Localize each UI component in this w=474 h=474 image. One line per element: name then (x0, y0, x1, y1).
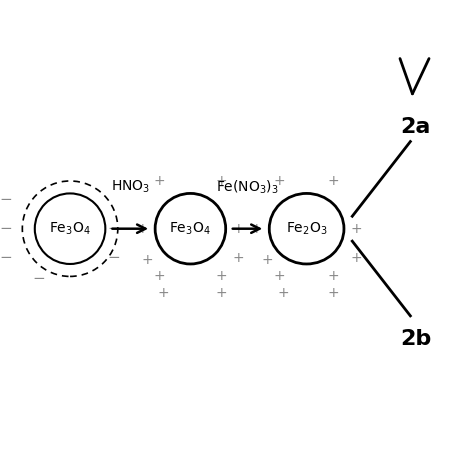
Text: +: + (351, 251, 362, 265)
Text: +: + (261, 253, 273, 267)
Text: +: + (251, 222, 263, 236)
Text: −: − (0, 221, 12, 236)
Text: Fe$_3$O$_4$: Fe$_3$O$_4$ (49, 220, 91, 237)
Ellipse shape (35, 193, 105, 264)
Text: +: + (232, 251, 244, 265)
Text: +: + (216, 269, 228, 283)
Text: HNO$_3$: HNO$_3$ (110, 179, 150, 195)
Text: +: + (154, 174, 165, 188)
Text: +: + (158, 286, 169, 300)
Text: Fe(NO$_3$)$_3$: Fe(NO$_3$)$_3$ (216, 179, 279, 196)
Text: 2b: 2b (400, 328, 431, 349)
Text: −: − (0, 250, 12, 265)
Text: +: + (278, 286, 290, 300)
Text: +: + (328, 174, 339, 188)
Text: −: − (107, 250, 120, 265)
Text: +: + (137, 222, 148, 236)
Text: +: + (328, 269, 339, 283)
Text: +: + (274, 269, 285, 283)
Text: +: + (274, 174, 285, 188)
Text: +: + (351, 222, 362, 236)
Ellipse shape (269, 193, 344, 264)
Ellipse shape (155, 193, 226, 264)
Text: +: + (154, 269, 165, 283)
Text: Fe$_3$O$_4$: Fe$_3$O$_4$ (170, 220, 211, 237)
Text: +: + (216, 174, 228, 188)
Text: +: + (141, 253, 153, 267)
Text: −: − (0, 192, 12, 207)
Text: −: − (33, 271, 46, 286)
Text: +: + (328, 286, 339, 300)
Text: Fe$_2$O$_3$: Fe$_2$O$_3$ (286, 220, 328, 237)
Text: +: + (232, 222, 244, 236)
Text: −: − (107, 221, 120, 236)
Text: 2a: 2a (400, 117, 430, 137)
Text: +: + (216, 286, 228, 300)
